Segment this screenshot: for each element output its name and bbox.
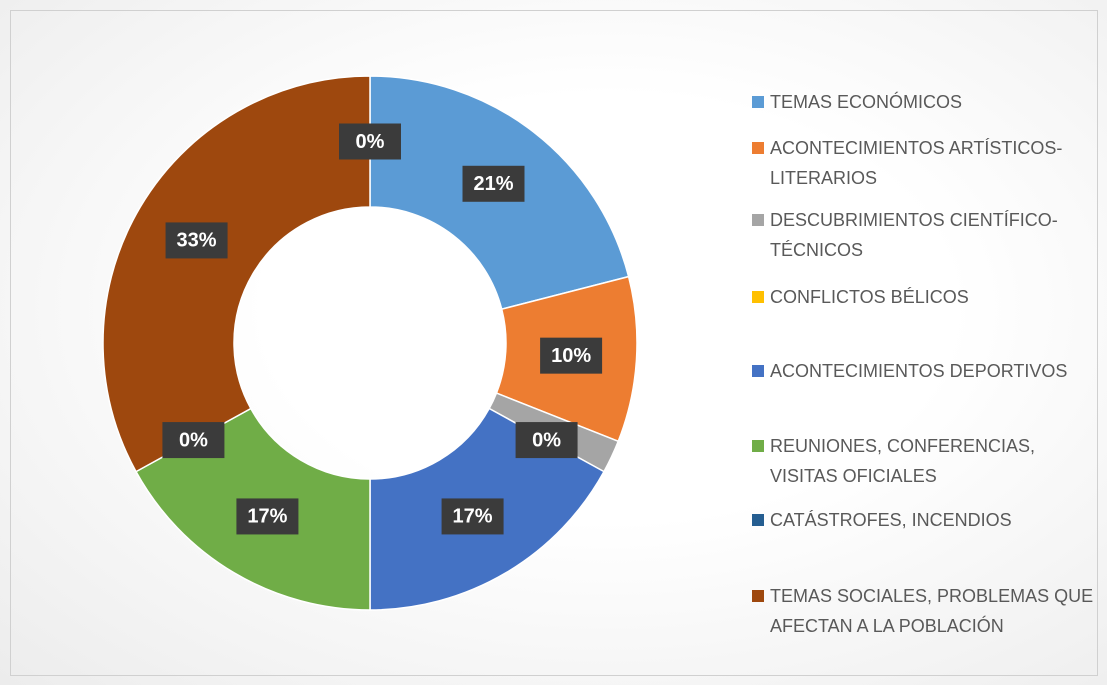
label-text: 17%: [453, 506, 493, 528]
legend-entry: TEMAS SOCIALES, PROBLEMAS QUE AFECTAN A …: [752, 581, 1097, 641]
data-label: 10%: [540, 337, 603, 374]
data-label: 0%: [339, 123, 401, 160]
legend-swatch: [752, 214, 764, 226]
slice: [102, 75, 371, 473]
legend-swatch: [752, 142, 764, 154]
data-label: 17%: [441, 498, 504, 535]
label-text: 0%: [356, 131, 385, 153]
label-text: 21%: [473, 173, 513, 195]
legend-label: REUNIONES, CONFERENCIAS, VISITAS OFICIAL…: [770, 436, 1036, 486]
legend-label: ACONTECIMIENTOS DEPORTIVOS: [770, 361, 1068, 381]
legend-entry: TEMAS ECONÓMICOS: [752, 87, 1097, 117]
data-label: 21%: [462, 165, 525, 202]
legend-label: ACONTECIMIENTOS ARTÍSTICOS-LITERARIOS: [770, 138, 1063, 188]
legend-entry: CONFLICTOS BÉLICOS: [752, 282, 1097, 312]
legend-swatch: [752, 514, 764, 526]
legend-entry: REUNIONES, CONFERENCIAS, VISITAS OFICIAL…: [752, 431, 1097, 491]
legend-label: TEMAS ECONÓMICOS: [770, 92, 963, 112]
legend-label: DESCUBRIMIENTOS CIENTÍFICO-TÉCNICOS: [770, 210, 1058, 260]
label-box: [441, 498, 504, 535]
chart-frame: [10, 10, 1098, 676]
legend-swatch: [752, 291, 764, 303]
legend-swatch: [752, 365, 764, 377]
data-label: 0%: [162, 422, 225, 459]
label-box: [339, 123, 401, 160]
label-box: [462, 165, 525, 202]
legend-entry: DESCUBRIMIENTOS CIENTÍFICO-TÉCNICOS: [752, 205, 1097, 265]
label-text: 17%: [247, 506, 287, 528]
legend-entry: ACONTECIMIENTOS ARTÍSTICOS-LITERARIOS: [752, 133, 1097, 193]
label-box: [162, 422, 225, 459]
label-text: 0%: [532, 429, 561, 451]
data-label: 17%: [236, 498, 299, 535]
label-box: [165, 222, 228, 259]
legend-swatch: [752, 96, 764, 108]
label-box: [236, 498, 299, 535]
legend-label: TEMAS SOCIALES, PROBLEMAS QUE AFECTAN A …: [770, 586, 1094, 636]
data-label: 33%: [165, 222, 228, 259]
legend-entry: ACONTECIMIENTOS DEPORTIVOS: [752, 356, 1097, 386]
data-label: 0%: [515, 422, 578, 459]
label-box: [540, 337, 603, 374]
legend-swatch: [752, 590, 764, 602]
legend-swatch: [752, 440, 764, 452]
label-box: [515, 422, 578, 459]
legend-label: CATÁSTROFES, INCENDIOS: [770, 510, 1012, 530]
legend-entry: CATÁSTROFES, INCENDIOS: [752, 505, 1097, 535]
legend-label: CONFLICTOS BÉLICOS: [770, 287, 969, 307]
label-text: 33%: [177, 230, 217, 252]
label-text: 0%: [179, 429, 208, 451]
label-text: 10%: [551, 345, 591, 367]
